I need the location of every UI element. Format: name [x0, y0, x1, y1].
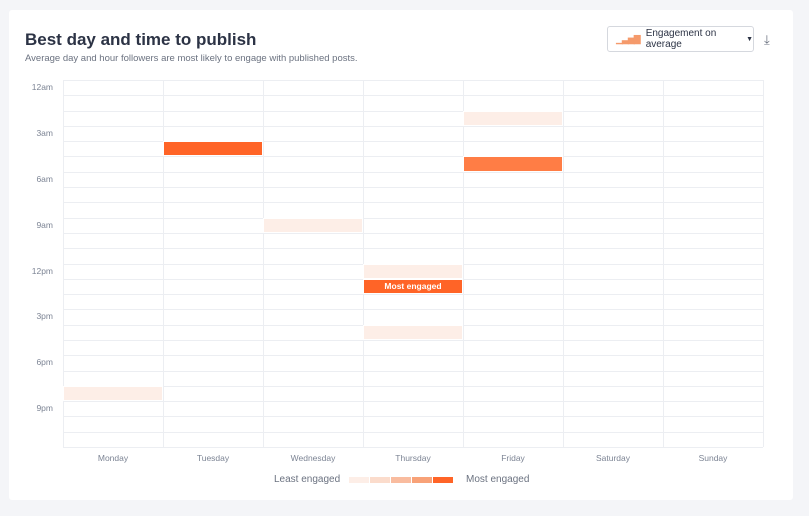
card-title: Best day and time to publish [25, 30, 257, 49]
most-engaged-label: Most engaged [384, 281, 442, 292]
grid-line [63, 110, 763, 112]
heatmap-cell[interactable] [63, 385, 163, 402]
grid-line [63, 141, 763, 143]
x-axis-label: Saturday [595, 453, 631, 463]
y-axis-label: 3am [36, 127, 53, 138]
grid-line [63, 248, 763, 250]
grid-line [63, 80, 64, 447]
download-icon[interactable]: ⤓ [764, 32, 770, 47]
grid-line [63, 95, 763, 97]
metric-select-label: Engagement on average [645, 28, 717, 50]
legend-swatch [433, 477, 453, 483]
grid-line [63, 187, 763, 189]
grid-line [763, 80, 764, 447]
x-axis-label: Sunday [698, 453, 728, 463]
grid-line [63, 80, 763, 81]
grid-line [563, 80, 564, 447]
legend-swatch [349, 477, 369, 483]
caret-down-icon: ▼ [746, 35, 753, 43]
grid-line [63, 431, 763, 433]
grid-line [63, 355, 763, 357]
y-axis-label: 9am [36, 219, 53, 230]
legend-most: Most engaged [466, 474, 530, 485]
grid-line [63, 232, 763, 234]
grid-line [63, 401, 763, 403]
grid-line [63, 339, 763, 341]
heatmap-cell[interactable]: Most engaged [363, 278, 463, 295]
legend-swatch [391, 477, 411, 483]
legend-swatch [412, 477, 432, 483]
best-time-card: Best day and time to publish Average day… [9, 10, 793, 500]
grid-line [63, 294, 763, 296]
grid-line [63, 156, 763, 158]
grid-line [63, 171, 763, 173]
grid-line [63, 370, 763, 372]
bar-chart-icon: ▁▃▅▇ [616, 33, 641, 44]
legend-swatch [370, 477, 390, 483]
x-axis-label: Monday [97, 453, 129, 463]
legend-least: Least engaged [274, 474, 341, 485]
grid-line [163, 80, 164, 447]
heatmap-cell[interactable] [463, 110, 563, 126]
y-axis-label: 12am [31, 82, 53, 92]
heatmap-cell[interactable] [163, 141, 263, 157]
heatmap-cell[interactable] [463, 156, 563, 172]
card-subtitle: Average day and hour followers are most … [25, 53, 358, 64]
y-axis-label: 6pm [36, 357, 53, 368]
grid-line [63, 385, 763, 387]
grid-line [63, 217, 763, 219]
heatmap-grid: Most engaged [63, 80, 764, 448]
grid-line [263, 80, 264, 447]
grid-line [63, 416, 763, 418]
x-axis-label: Friday [501, 453, 525, 463]
x-axis-label: Tuesday [196, 453, 230, 463]
grid-line [63, 447, 763, 448]
x-axis-label: Wednesday [290, 453, 336, 463]
x-axis-label: Thursday [395, 453, 431, 463]
heatmap-cell[interactable] [363, 324, 463, 340]
y-axis-label: 12pm [31, 265, 53, 276]
grid-line [663, 80, 664, 447]
grid-line [63, 202, 763, 204]
y-axis-label: 9pm [36, 403, 53, 414]
metric-select[interactable]: ▁▃▅▇ Engagement on average ▼ [607, 26, 754, 52]
grid-line [63, 125, 763, 127]
y-axis-label: 6am [36, 173, 53, 184]
grid-line [463, 80, 464, 447]
grid-line [63, 309, 763, 311]
y-axis-label: 3pm [36, 311, 53, 322]
heatmap-cell[interactable] [363, 263, 463, 279]
heatmap-cell[interactable] [263, 217, 363, 233]
